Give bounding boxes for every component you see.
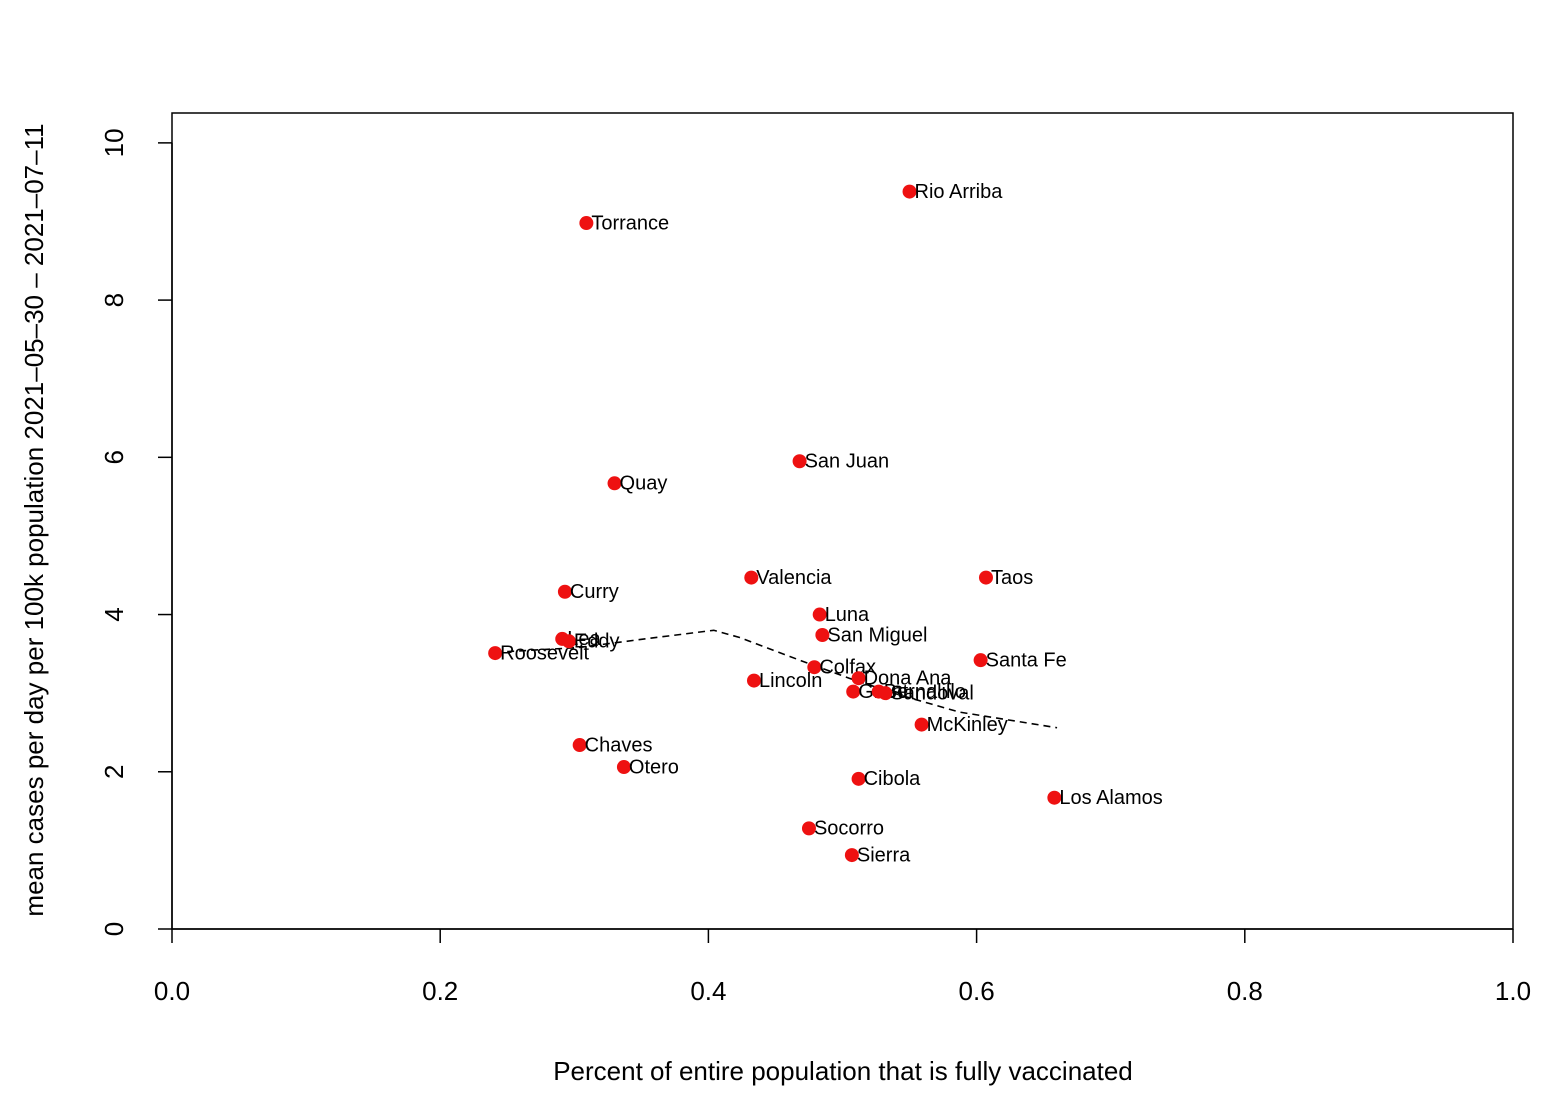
point-label: McKinley <box>927 714 1008 736</box>
point-label: Eddy <box>574 631 620 653</box>
point <box>807 660 822 675</box>
point <box>607 476 622 491</box>
point <box>878 686 893 701</box>
point <box>801 821 816 836</box>
point <box>572 738 587 753</box>
x-tick-label: 0.0 <box>154 976 190 1006</box>
point <box>815 627 830 642</box>
point-label: Torrance <box>591 212 669 234</box>
point <box>851 671 866 686</box>
point-label: Lincoln <box>759 670 822 692</box>
point-label: Chaves <box>585 734 653 756</box>
y-tick-label: 8 <box>99 293 129 307</box>
point <box>1047 790 1062 805</box>
point-label: Taos <box>991 567 1033 589</box>
point <box>851 771 866 786</box>
point <box>744 570 759 585</box>
point-label: San Juan <box>805 451 890 473</box>
point-label: Los Alamos <box>1059 787 1162 809</box>
point <box>973 653 988 668</box>
y-tick-label: 2 <box>99 765 129 779</box>
point-label: Otero <box>629 756 679 778</box>
x-tick-label: 0.2 <box>422 976 458 1006</box>
point-label: Dona Ana <box>864 668 953 690</box>
point-label: Socorro <box>814 818 884 840</box>
x-tick-label: 1.0 <box>1495 976 1531 1006</box>
point-label: Valencia <box>756 567 832 589</box>
point <box>978 570 993 585</box>
point <box>844 848 859 863</box>
x-tick-label: 0.4 <box>690 976 726 1006</box>
point <box>488 646 503 661</box>
point-label: Luna <box>825 604 870 626</box>
plot-box <box>171 112 1514 930</box>
trend-line <box>495 629 1058 729</box>
y-tick-label: 0 <box>99 922 129 936</box>
y-tick-label: 10 <box>99 128 129 157</box>
point-label: San Miguel <box>827 624 927 646</box>
point-label: Curry <box>570 581 619 603</box>
x-axis-title: Percent of entire population that is ful… <box>553 1056 1133 1086</box>
point-label: Bernalillo <box>884 681 966 703</box>
point-label: Cibola <box>864 768 922 790</box>
y-tick-label: 4 <box>99 607 129 621</box>
point <box>561 634 576 649</box>
point <box>792 454 807 469</box>
point <box>846 684 861 699</box>
point <box>557 584 572 599</box>
point <box>914 717 929 732</box>
y-axis-title: mean cases per day per 100k population 2… <box>19 123 49 916</box>
point-label: Sandoval <box>890 682 973 704</box>
point-label: Santa Fe <box>986 649 1067 671</box>
point <box>746 673 761 688</box>
point <box>579 216 594 231</box>
point <box>812 607 827 622</box>
point <box>616 760 631 775</box>
point-label: Quay <box>620 473 668 495</box>
point-label: Lea <box>567 628 601 650</box>
x-tick-label: 0.8 <box>1227 976 1263 1006</box>
point-label: Sierra <box>857 844 911 866</box>
y-tick-label: 6 <box>99 450 129 464</box>
point-label: Roosevelt <box>500 642 589 664</box>
x-tick-label: 0.6 <box>959 976 995 1006</box>
point <box>902 184 917 199</box>
point-label: Rio Arriba <box>915 181 1004 203</box>
